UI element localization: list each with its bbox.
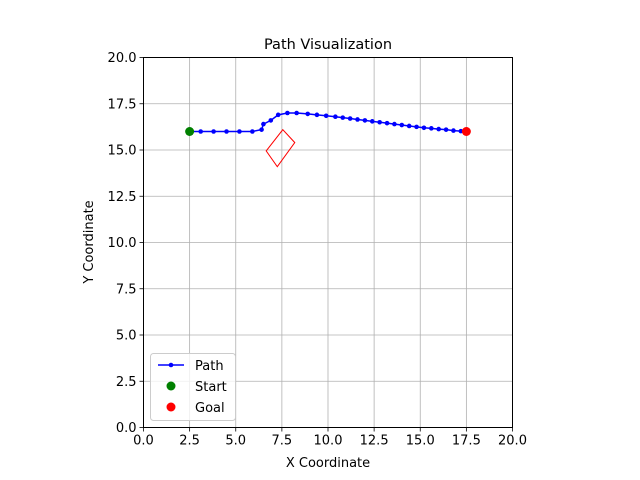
path-point	[436, 126, 442, 132]
path-point	[451, 128, 456, 133]
path-point	[259, 127, 264, 132]
path-point	[392, 121, 397, 127]
path-point	[268, 118, 274, 123]
path-point	[261, 121, 266, 127]
legend-goal-marker	[166, 402, 176, 412]
path-point	[224, 129, 229, 134]
y-tick-label: 0.0	[116, 421, 137, 436]
legend-path-label: Path	[195, 359, 224, 374]
y-tick-label: 7.5	[116, 282, 137, 297]
legend-start-label: Start	[195, 380, 227, 395]
path-point	[285, 110, 290, 116]
ticks: 0.0 2.5 5.0 7.5 10.0 12.5 15.0 17.5 20.0 0.0 2.5 5.…	[108, 51, 527, 449]
path-point	[211, 129, 216, 134]
path-point	[406, 123, 412, 129]
y-tick-label: 12.5	[108, 190, 137, 205]
x-tick-label: 20.0	[498, 434, 527, 449]
path-point	[340, 115, 346, 120]
path-point	[323, 113, 329, 119]
x-tick-label: 15.0	[406, 434, 435, 449]
path-point	[377, 119, 382, 125]
start-point	[185, 127, 195, 136]
x-tick-label: 10.0	[314, 434, 343, 449]
path-point	[237, 129, 242, 134]
path-point	[314, 112, 320, 118]
x-tick-label: 7.5	[272, 434, 293, 449]
path-point	[421, 125, 427, 131]
path-point	[384, 120, 390, 126]
path-point	[414, 124, 419, 130]
x-tick-label: 2.5	[179, 434, 200, 449]
obstacle-polygon	[265, 128, 296, 168]
y-tick-label: 2.5	[116, 375, 137, 390]
y-tick-label: 20.0	[108, 51, 137, 66]
y-tick-label: 15.0	[108, 144, 137, 159]
y-tick-label: 10.0	[108, 236, 137, 251]
path-point	[362, 118, 368, 123]
legend-path-marker	[168, 362, 174, 368]
y-tick-label: 17.5	[108, 97, 137, 112]
y-tick-label: 5.0	[116, 329, 137, 344]
path-point	[275, 112, 281, 118]
path-point	[250, 129, 255, 134]
legend: Path Start Goal	[150, 353, 236, 421]
path-point	[198, 129, 203, 134]
x-tick-label: 5.0	[225, 434, 246, 449]
path-point	[294, 110, 299, 116]
y-axis-label: Y Coordinate	[82, 200, 97, 284]
plot-area	[185, 110, 471, 168]
path-point	[443, 127, 449, 132]
path-point	[429, 126, 434, 131]
legend-start-marker	[166, 381, 176, 391]
path-point	[305, 111, 311, 117]
path-line	[189, 112, 467, 133]
chart-title: Path Visualization	[264, 37, 392, 53]
path-point	[399, 122, 405, 128]
x-axis-label: X Coordinate	[286, 456, 370, 471]
path-point	[333, 114, 338, 119]
path-point	[347, 116, 353, 121]
x-tick-label: 17.5	[452, 434, 481, 449]
goal-point	[461, 127, 471, 136]
x-tick-label: 0.0	[133, 434, 154, 449]
x-tick-label: 12.5	[360, 434, 389, 449]
legend-goal-label: Goal	[195, 401, 225, 416]
path-point	[369, 119, 375, 124]
path-point	[355, 117, 360, 122]
